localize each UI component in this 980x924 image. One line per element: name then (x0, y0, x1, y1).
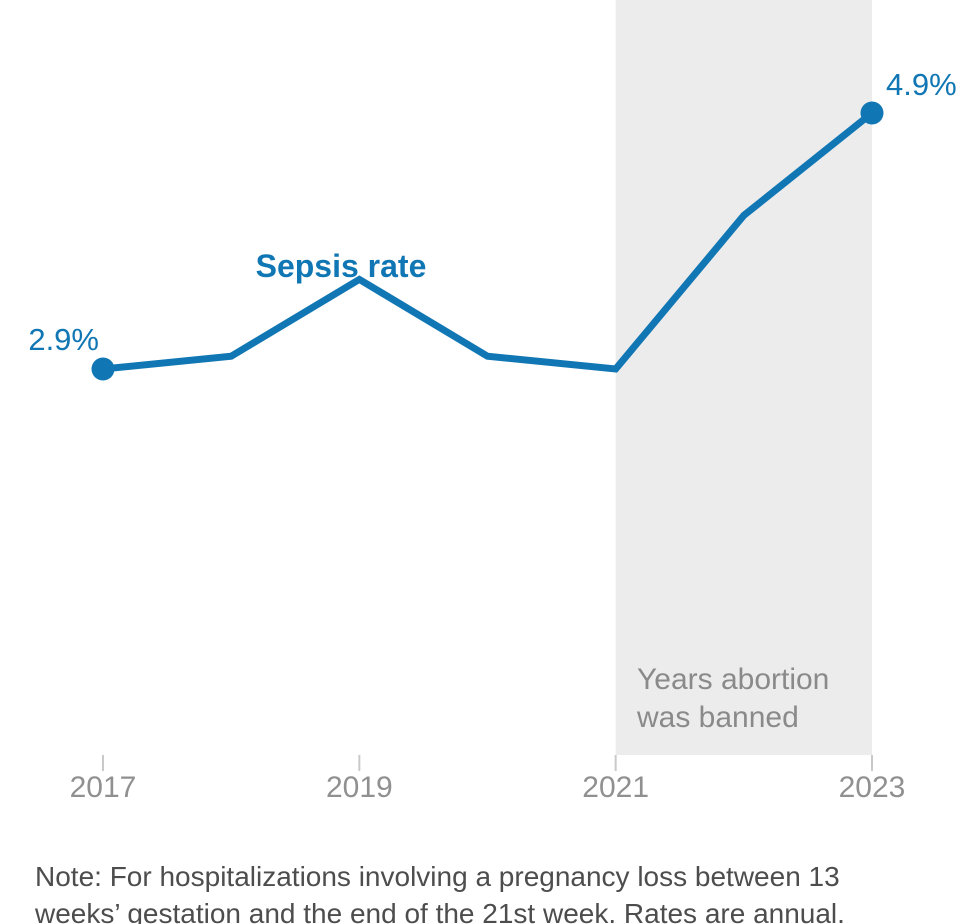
sepsis-rate-line-chart: Years abortion was banned 2017 2019 2021 2023… (28, 0, 957, 804)
x-tick-label-2017: 2017 (70, 771, 137, 804)
banned-period-band (615, 0, 873, 755)
x-tick-label-2023: 2023 (839, 771, 906, 804)
banned-period-label-line1: Years abortion (637, 663, 829, 696)
x-tick-label-2019: 2019 (326, 771, 393, 804)
data-point-2017 (91, 357, 115, 381)
x-tick-label-2021: 2021 (582, 771, 649, 804)
note-line-1: Note: For hospitalizations involving a p… (35, 861, 840, 892)
series-label: Sepsis rate (256, 248, 427, 284)
sepsis-rate-line (102, 110, 875, 373)
value-label-last: 4.9% (886, 67, 957, 102)
banned-period-label-line2: was banned (636, 701, 799, 734)
data-point-2023 (860, 101, 884, 125)
chart-note: Note: For hospitalizations involving a p… (35, 858, 845, 924)
value-label-first: 2.9% (28, 322, 99, 357)
note-line-2: weeks’ gestation and the end of the 21st… (35, 898, 845, 924)
